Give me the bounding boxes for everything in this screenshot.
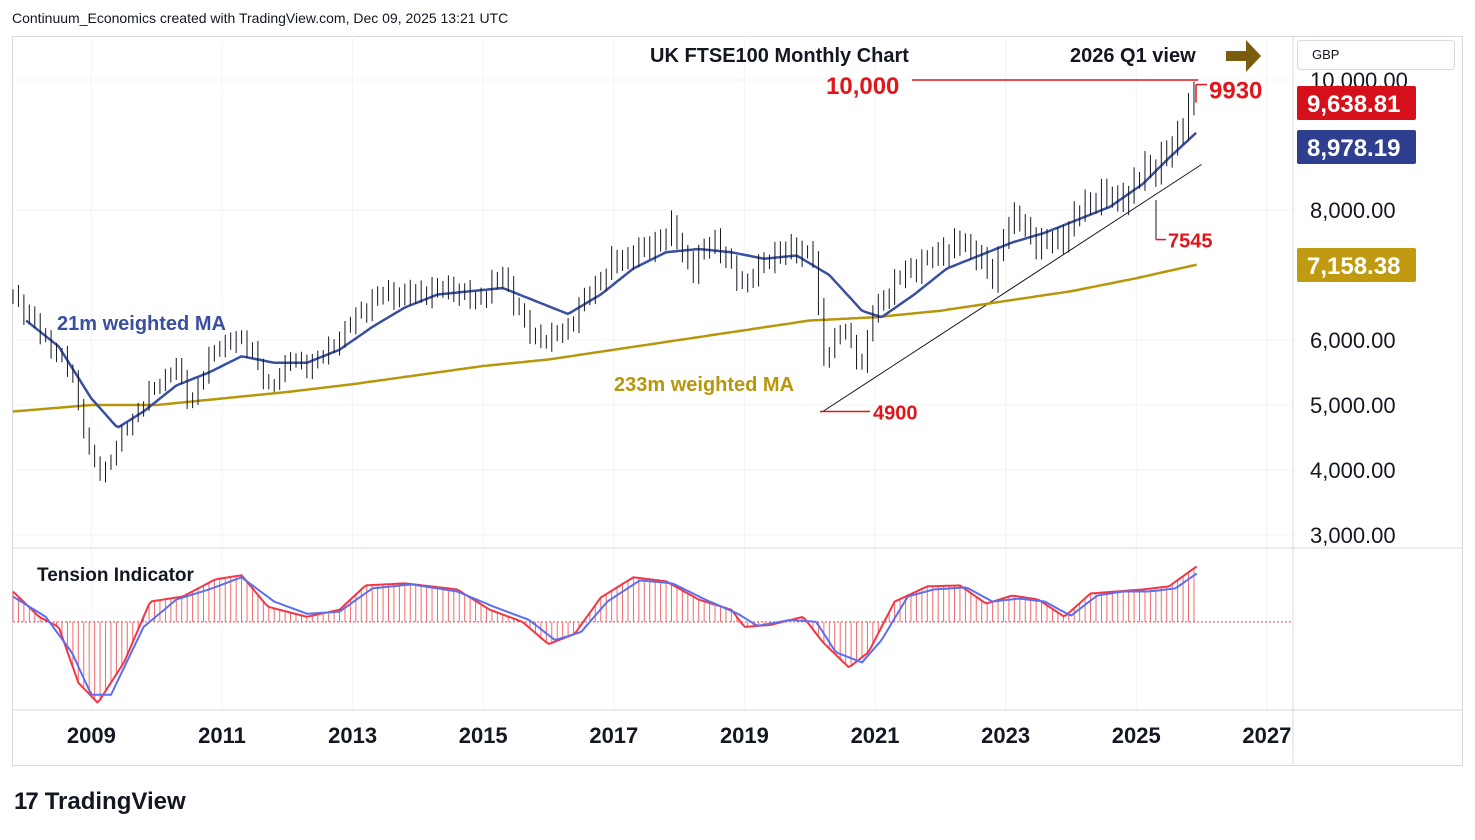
right-arrow-icon <box>1226 40 1261 72</box>
indicator-title: Tension Indicator <box>37 565 195 586</box>
y-tick-label: 5,000.00 <box>1310 393 1396 418</box>
level-4900-label: 4900 <box>873 403 918 425</box>
x-tick-label: 2009 <box>67 723 116 748</box>
x-tick-label: 2025 <box>1112 723 1161 748</box>
chart-caption: Continuum_Economics created with Trading… <box>12 10 509 26</box>
x-tick-label: 2013 <box>328 723 377 748</box>
price-badge-label: 7,158.38 <box>1307 253 1400 280</box>
ma233-annotation: 233m weighted MA <box>614 374 794 396</box>
support-trendline <box>822 164 1202 412</box>
tension-line-blue <box>12 572 1198 696</box>
x-tick-label: 2023 <box>981 723 1030 748</box>
x-tick-label: 2019 <box>720 723 769 748</box>
price-badge-last[interactable] <box>1297 86 1416 120</box>
chart-title: UK FTSE100 Monthly Chart <box>650 45 909 67</box>
price-badge-ma233[interactable] <box>1297 248 1416 282</box>
y-tick-label: 4,000.00 <box>1310 458 1396 483</box>
y-tick-label: 8,000.00 <box>1310 198 1396 223</box>
tradingview-logo-icon: 17 <box>14 788 39 815</box>
tradingview-logo-text: TradingView <box>44 788 186 815</box>
ma233-line <box>12 263 1197 413</box>
tradingview-logo[interactable]: 17 TradingView <box>14 788 186 816</box>
ma21-annotation: 21m weighted MA <box>57 313 226 335</box>
y-tick-label: 3,000.00 <box>1310 523 1396 548</box>
y-tick-label: 6,000.00 <box>1310 328 1396 353</box>
price-badge-ma21[interactable] <box>1297 130 1416 164</box>
ma21-line <box>25 131 1197 429</box>
chart-frame <box>12 36 1463 766</box>
x-tick-label: 2027 <box>1242 723 1291 748</box>
price-badge-label: 9,638.81 <box>1307 91 1400 118</box>
currency-label[interactable]: GBP <box>1297 40 1455 70</box>
level-7545-label: 7545 <box>1168 231 1213 253</box>
view-label: 2026 Q1 view <box>1070 45 1196 67</box>
level-10000-label: 10,000 <box>826 73 899 100</box>
x-tick-label: 2021 <box>851 723 900 748</box>
x-tick-label: 2015 <box>459 723 508 748</box>
x-tick-label: 2011 <box>198 723 246 748</box>
price-badge-label: 8,978.19 <box>1307 135 1400 162</box>
x-tick-label: 2017 <box>589 723 638 748</box>
level-9930-label: 9930 <box>1209 78 1262 105</box>
tension-line-red <box>12 565 1198 704</box>
